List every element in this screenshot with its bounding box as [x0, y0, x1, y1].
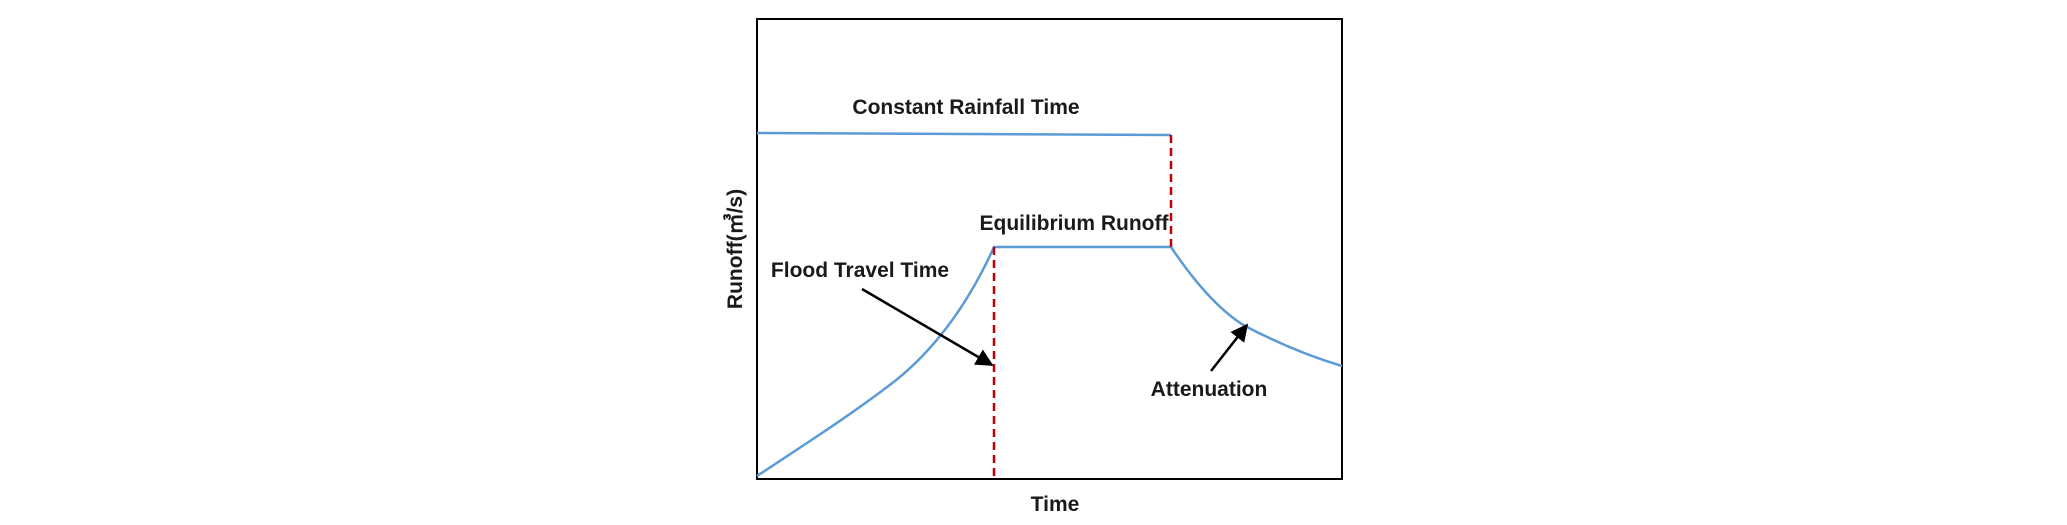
flood-travel-time-label: Flood Travel Time — [771, 259, 949, 282]
attenuation-label: Attenuation — [1151, 378, 1268, 401]
plot-frame — [756, 18, 1343, 480]
attenuation-arrow — [1210, 323, 1249, 372]
rainfall-line — [756, 131, 1172, 137]
runoff-curve — [756, 245, 1343, 478]
x-axis-label: Time — [1031, 493, 1080, 516]
equilibrium-runoff-label: Equilibrium Runoff — [980, 212, 1170, 235]
y-axis-label: Runoff(㎥/s) — [723, 189, 747, 309]
flood-travel-time-arrow — [861, 287, 994, 367]
constant-rainfall-time-label: Constant Rainfall Time — [852, 96, 1079, 119]
